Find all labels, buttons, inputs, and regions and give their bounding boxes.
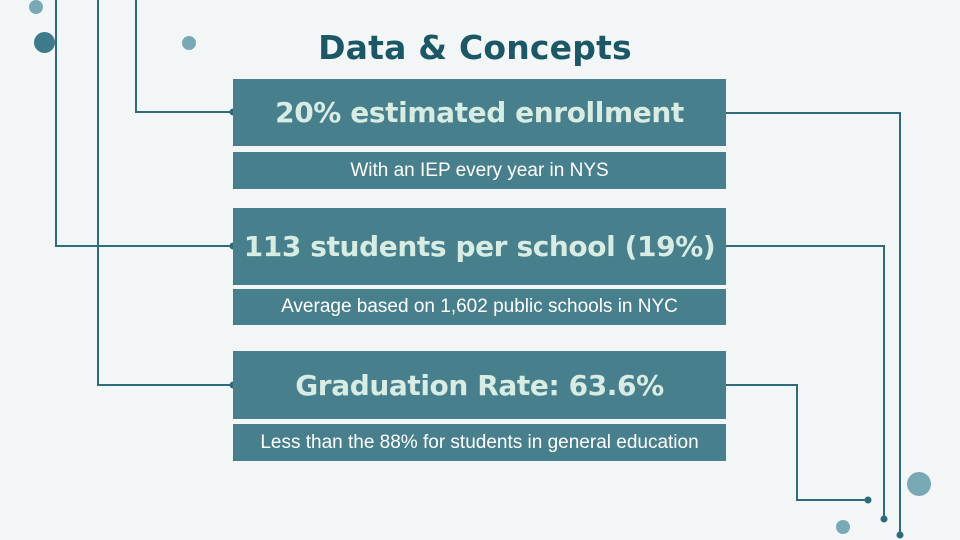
decorative-dot [29,0,43,14]
connector-right-1 [726,112,901,535]
connector-left-1 [135,0,233,113]
decorative-dot [182,36,196,50]
decorative-dot [907,472,931,496]
connector-right-2 [726,245,885,519]
decorative-dot [836,520,850,534]
connector-right-3 [726,384,868,501]
connector-end-dot [896,531,904,539]
stat-box: 20% estimated enrollment [233,79,726,146]
slide-title: Data & Concepts [318,28,632,67]
connector-left-2 [55,0,233,247]
connector-end-dot [880,515,888,523]
connector-left-3 [97,0,233,386]
description-box: Average based on 1,602 public schools in… [233,289,726,325]
decorative-dot [34,32,55,53]
stat-box: 113 students per school (19%) [233,208,726,285]
connector-end-dot [864,496,872,504]
description-box: Less than the 88% for students in genera… [233,424,726,461]
stat-box: Graduation Rate: 63.6% [233,351,726,419]
description-box: With an IEP every year in NYS [233,152,726,189]
